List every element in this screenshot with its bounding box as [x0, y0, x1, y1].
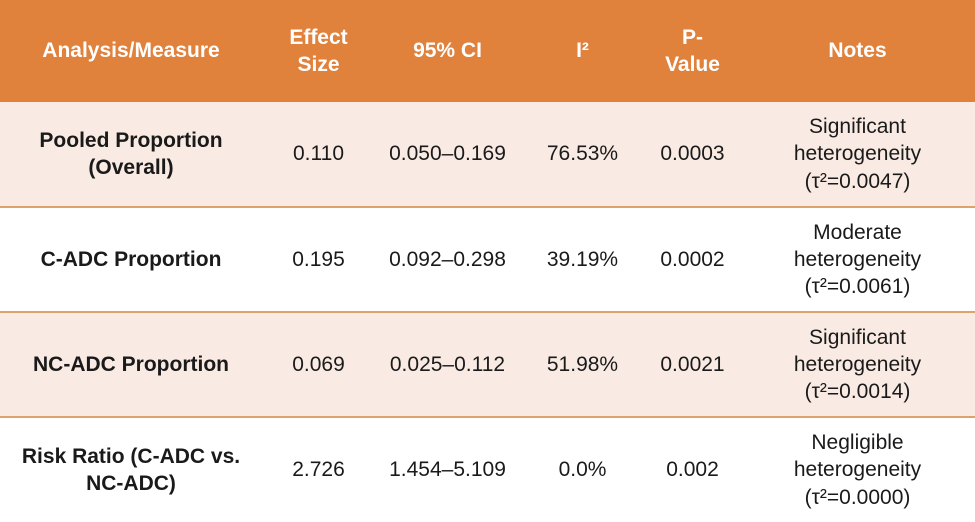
notes-tau-squared: (τ²=0.0061)	[804, 275, 911, 299]
header-row: Analysis/Measure Effect Size 95% CI I² P…	[0, 0, 975, 102]
cell-i-squared: 39.19%	[546, 247, 619, 271]
cell-notes: Significant heterogeneity (τ²=0.0014)	[740, 312, 975, 417]
col-header-notes: Notes	[740, 0, 975, 102]
notes-text: Significant heterogeneity	[793, 115, 922, 166]
cell-i-squared: 76.53%	[546, 142, 619, 166]
cell-ci: 1.454–5.109	[389, 458, 506, 482]
col-header-95-ci: 95% CI	[375, 0, 520, 102]
cell-measure: Risk Ratio (C-ADC vs. NC-ADC)	[21, 444, 241, 495]
table-row-pooled-proportion: Pooled Proportion (Overall) 0.110 0.050–…	[0, 102, 975, 207]
cell-ci: 0.050–0.169	[389, 142, 506, 166]
cell-measure: C-ADC Proportion	[40, 247, 222, 271]
cell-ci: 0.092–0.298	[389, 247, 506, 271]
cell-effect-size: 0.110	[293, 142, 344, 166]
table-row-c-adc-proportion: C-ADC Proportion 0.195 0.092–0.298 39.19…	[0, 207, 975, 312]
cell-p-value: 0.0002	[660, 247, 725, 271]
col-header-analysis-measure: Analysis/Measure	[0, 0, 262, 102]
cell-notes: Negligible heterogeneity (τ²=0.0000)	[740, 417, 975, 522]
notes-text: Negligible heterogeneity	[793, 431, 922, 482]
cell-effect-size: 0.195	[292, 247, 345, 271]
table-row-risk-ratio: Risk Ratio (C-ADC vs. NC-ADC) 2.726 1.45…	[0, 417, 975, 522]
notes-tau-squared: (τ²=0.0047)	[804, 169, 911, 193]
cell-p-value: 0.002	[666, 458, 719, 482]
notes-tau-squared: (τ²=0.0000)	[804, 485, 911, 509]
cell-notes: Significant heterogeneity (τ²=0.0047)	[740, 102, 975, 207]
notes-text: Significant heterogeneity	[793, 325, 922, 376]
cell-measure: Pooled Proportion (Overall)	[39, 128, 223, 179]
col-header-effect-size: Effect Size	[262, 0, 375, 102]
cell-effect-size: 2.726	[292, 458, 345, 482]
cell-p-value: 0.0021	[660, 352, 725, 376]
cell-ci: 0.025–0.112	[389, 352, 506, 376]
cell-notes: Moderate heterogeneity (τ²=0.0061)	[740, 207, 975, 312]
cell-i-squared: 0.0%	[558, 458, 607, 482]
col-header-i-squared: I²	[520, 0, 645, 102]
cell-measure: NC-ADC Proportion	[33, 352, 229, 376]
cell-p-value: 0.0003	[660, 142, 725, 166]
notes-tau-squared: (τ²=0.0014)	[804, 380, 911, 404]
col-header-p-value: P-Value	[645, 0, 740, 102]
notes-text: Moderate heterogeneity	[793, 220, 922, 271]
cell-i-squared: 51.98%	[546, 352, 619, 376]
table-row-nc-adc-proportion: NC-ADC Proportion 0.069 0.025–0.112 51.9…	[0, 312, 975, 417]
cell-effect-size: 0.069	[292, 352, 345, 376]
